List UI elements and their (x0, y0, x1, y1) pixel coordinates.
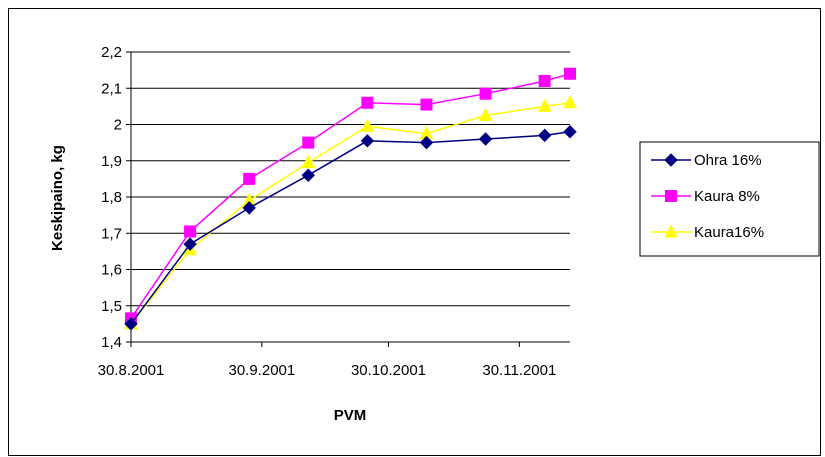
data-point-series-0 (419, 135, 434, 150)
y-tick-label: 2 (114, 117, 122, 134)
legend-marker-1 (665, 190, 677, 202)
data-point-series-1 (479, 87, 492, 100)
legend-marker-0 (664, 153, 678, 167)
data-point-series-1 (302, 136, 315, 149)
data-point-series-0 (242, 201, 256, 215)
x-tick-label: 30.11.2001 (482, 362, 556, 379)
data-point-series-2 (301, 154, 316, 169)
x-tick-label: 30.10.2001 (351, 362, 426, 379)
legend-marker-2 (664, 224, 678, 238)
x-tick-label: 30.8.2001 (98, 362, 165, 379)
y-tick-label: 2,1 (101, 80, 122, 97)
plot-area: 1,4 1,5 1,6 1,7 1,8 1,9 2 2,1 2,2 30.8.2001 30.9.2… (98, 44, 577, 379)
data-point-series-1 (420, 98, 433, 111)
data-point-series-0 (301, 168, 315, 182)
y-tick-label: 1,7 (101, 225, 122, 242)
data-point-series-0 (478, 132, 493, 146)
data-point-series-1 (184, 225, 197, 238)
data-point-series-0 (563, 125, 577, 139)
data-point-series-2 (360, 118, 375, 132)
data-point-series-1 (538, 75, 551, 87)
y-axis-title: Keskipaino, kg (49, 145, 66, 251)
data-point-series-0 (124, 317, 138, 331)
data-point-series-2 (478, 107, 493, 121)
x-tick-label: 30.9.2001 (228, 362, 295, 379)
x-axis-title: PVM (334, 407, 367, 424)
data-point-series-2 (537, 98, 552, 112)
data-point-series-0 (360, 134, 375, 148)
y-tick-label: 1,9 (101, 153, 122, 170)
y-tick-label: 1,6 (101, 262, 122, 279)
data-point-series-1 (564, 67, 576, 80)
y-tick-label: 1,4 (101, 334, 122, 351)
y-tick-label: 1,8 (101, 189, 122, 206)
legend-label-2: Kaura16% (694, 224, 764, 241)
data-point-series-0 (537, 128, 552, 143)
data-point-series-1 (243, 172, 256, 185)
y-tick-label: 1,5 (101, 298, 122, 315)
data-point-series-2 (563, 95, 577, 109)
data-point-series-1 (361, 96, 374, 109)
legend-label-1: Kaura 8% (694, 188, 760, 205)
data-point-series-0 (183, 237, 197, 251)
legend: Ohra 16% Kaura 8% Kaura16% (639, 141, 820, 257)
y-tick-label: 2,2 (101, 44, 122, 61)
legend-label-0: Ohra 16% (694, 152, 762, 169)
